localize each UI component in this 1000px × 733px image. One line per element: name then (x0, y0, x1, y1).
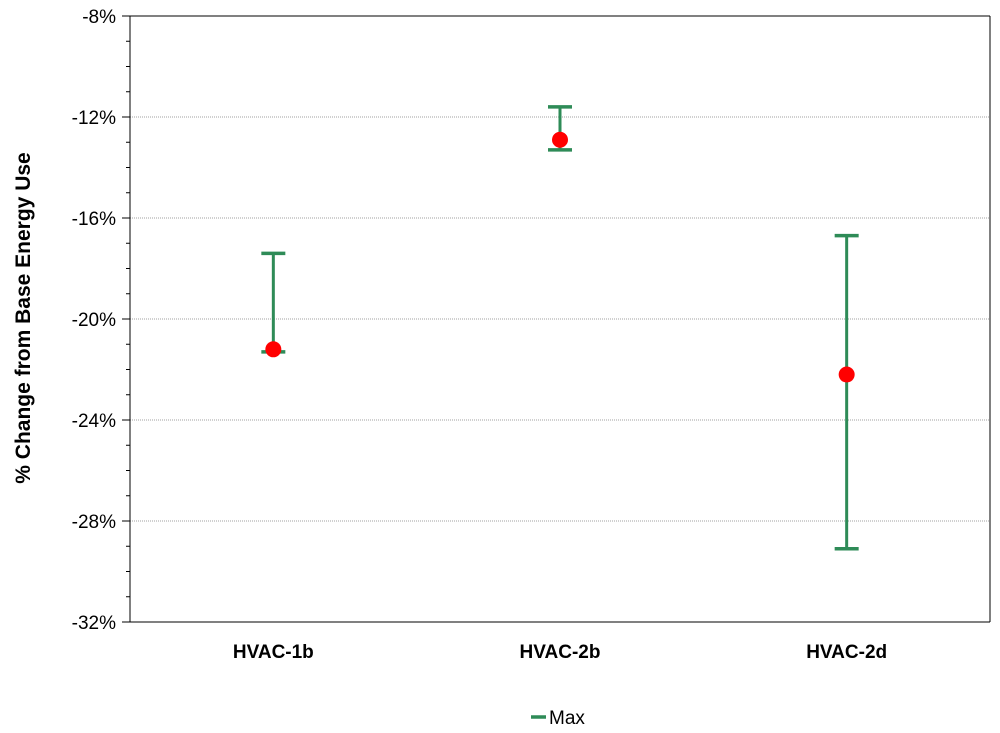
x-category-label: HVAC-1b (233, 642, 314, 663)
y-tick-label: -16% (72, 209, 116, 230)
y-tick-label: -12% (72, 108, 116, 129)
y-tick-label: -20% (72, 310, 116, 331)
y-axis-title: % Change from Base Energy Use (12, 152, 35, 483)
y-axis-ticks (122, 15, 130, 623)
x-axis-category-labels: HVAC-1b HVAC-2b HVAC-2d (233, 642, 887, 663)
y-tick-label: -8% (82, 7, 116, 28)
x-category-label: HVAC-2b (520, 642, 601, 663)
y-tick-label: -24% (72, 411, 116, 432)
data-point (265, 341, 282, 358)
y-tick-label: -28% (72, 512, 116, 533)
legend-label-max: Max (549, 708, 585, 729)
data-points (265, 131, 855, 383)
data-point (838, 366, 855, 383)
y-tick-label: -32% (72, 613, 116, 634)
range-bars (261, 105, 859, 551)
y-axis-tick-labels: -8% -12% -16% -20% -24% -28% -32% (72, 7, 116, 634)
legend: Max (531, 708, 585, 729)
data-point (552, 131, 568, 148)
x-category-label: HVAC-2d (806, 642, 887, 663)
gridlines (130, 116, 990, 522)
